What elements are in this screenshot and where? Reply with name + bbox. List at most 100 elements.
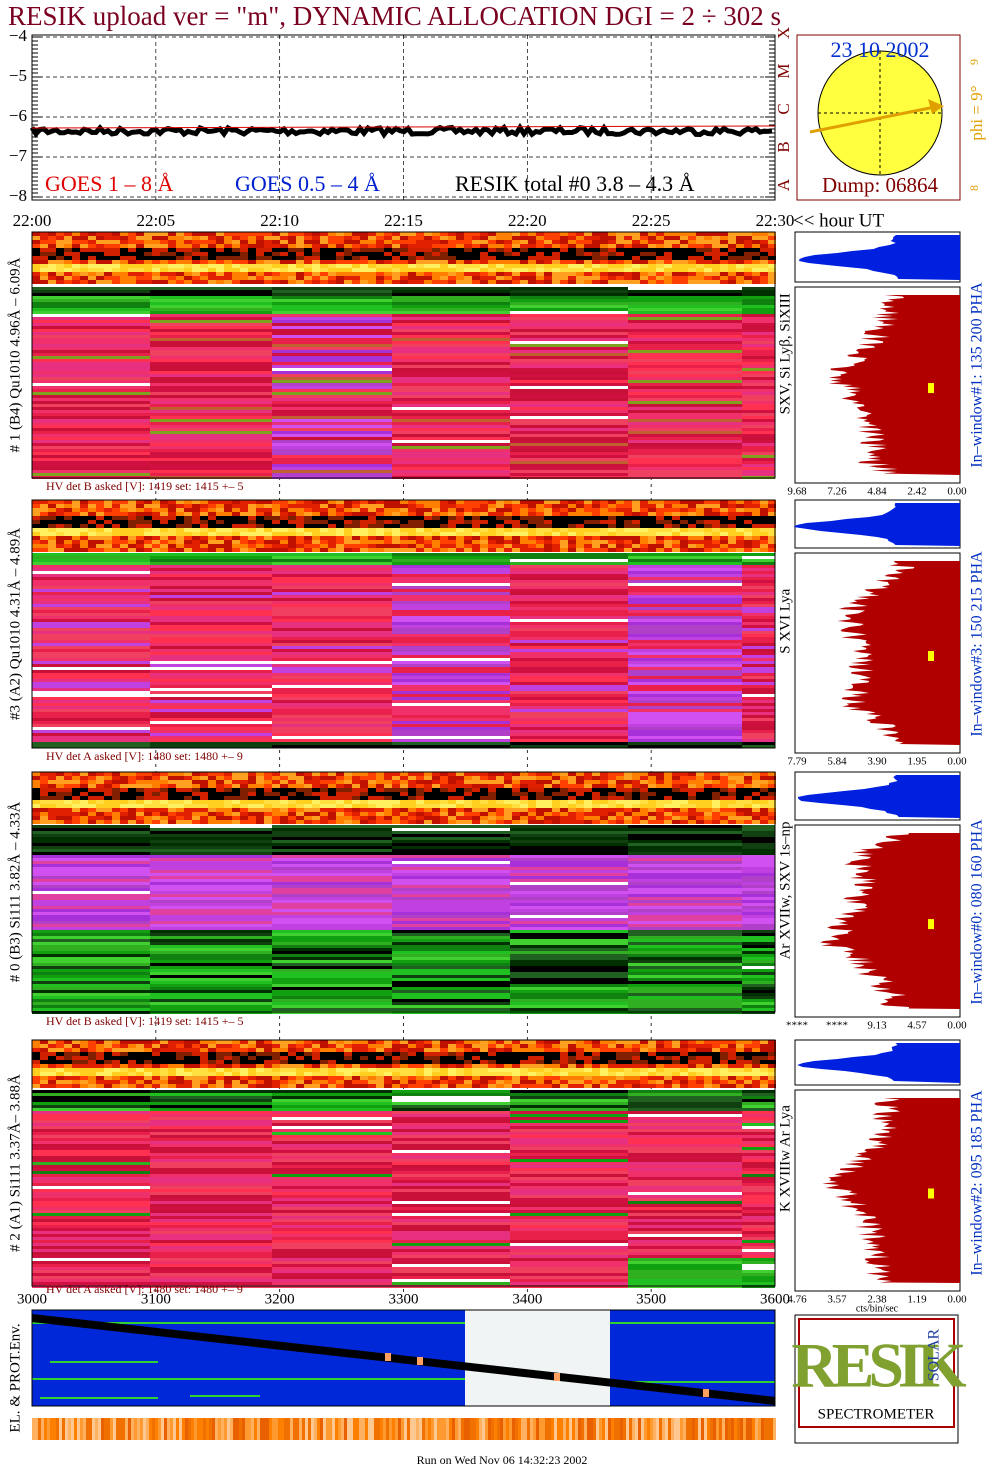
pixel [304, 236, 312, 240]
pixel [304, 544, 312, 548]
x-tick-label: 22:15 [384, 211, 423, 230]
pixel [680, 500, 688, 504]
pixel [160, 776, 168, 780]
pixel [640, 780, 648, 784]
pixel [392, 256, 400, 260]
pixel [704, 780, 712, 784]
pixel [248, 248, 256, 252]
pixel [592, 540, 600, 544]
pixel [88, 796, 96, 800]
pixel [336, 500, 344, 504]
pixel [216, 240, 224, 244]
pixel-row [150, 873, 272, 876]
pixel [296, 528, 304, 532]
pixel [296, 808, 304, 812]
pixel-row [150, 930, 272, 933]
pixel [624, 528, 632, 532]
pixel-row [32, 673, 150, 676]
pixel [744, 512, 752, 516]
pixel [600, 264, 608, 268]
pixel [608, 524, 616, 528]
pixel [608, 808, 616, 812]
pixel [576, 800, 584, 804]
pixel [640, 788, 648, 792]
pixel [104, 804, 112, 808]
pixel [488, 272, 496, 276]
pixel [184, 528, 192, 532]
pixel [648, 512, 656, 516]
pixel [752, 240, 760, 244]
pixel [96, 548, 104, 552]
pixel-row [628, 302, 742, 305]
pixel [376, 248, 384, 252]
pixel [200, 776, 208, 780]
pixel [760, 536, 768, 540]
pixel [544, 512, 552, 516]
pixel [512, 540, 520, 544]
pixel [200, 792, 208, 796]
pixel [208, 548, 216, 552]
pixel [40, 776, 48, 780]
pixel [512, 776, 520, 780]
pixel-row [150, 592, 272, 595]
pixel [752, 808, 760, 812]
pixel [496, 516, 504, 520]
pixel [136, 548, 144, 552]
pixel [112, 232, 120, 236]
pixel-row [742, 718, 775, 721]
pixel [616, 256, 624, 260]
pixel [400, 516, 408, 520]
pixel [688, 776, 696, 780]
pixel [616, 812, 624, 816]
pixel [320, 280, 328, 284]
pixel-row [32, 401, 150, 404]
pixel [496, 784, 504, 788]
pixel [136, 256, 144, 260]
pixel [312, 540, 320, 544]
pixel [568, 256, 576, 260]
pixel [256, 504, 264, 508]
pixel-row [32, 314, 150, 317]
pixel-row [742, 559, 775, 562]
pixel-row [150, 646, 272, 649]
pixel [576, 532, 584, 536]
pixel [632, 804, 640, 808]
pixel [40, 512, 48, 516]
pixel [552, 508, 560, 512]
pixel [344, 516, 352, 520]
pixel-row [628, 461, 742, 464]
pixel [200, 544, 208, 548]
pixel [328, 244, 336, 248]
pixel-row [392, 670, 510, 673]
pixel-row [150, 739, 272, 742]
pixel [408, 272, 416, 276]
pixel [768, 248, 776, 252]
pixel [192, 776, 200, 780]
pixel [176, 276, 184, 280]
pixel [400, 508, 408, 512]
pixel [448, 540, 456, 544]
pixel [376, 500, 384, 504]
pixel [216, 264, 224, 268]
pixel [160, 264, 168, 268]
pixel [240, 256, 248, 260]
pixel [528, 268, 536, 272]
pixel [240, 264, 248, 268]
hv-text: HV det B asked [V]: 1419 set: 1415 +– 5 [46, 479, 244, 493]
pixel [496, 520, 504, 524]
pixel [248, 272, 256, 276]
pixel [320, 780, 328, 784]
pixel [304, 812, 312, 816]
pixel [544, 276, 552, 280]
pixel [376, 544, 384, 548]
pixel-row [272, 574, 392, 577]
pixel [664, 540, 672, 544]
pixel [328, 820, 336, 824]
pixel [376, 516, 384, 520]
pixel [192, 260, 200, 264]
pixel [160, 520, 168, 524]
pixel [408, 260, 416, 264]
pixel [704, 504, 712, 508]
pixel [456, 796, 464, 800]
pixel [184, 516, 192, 520]
